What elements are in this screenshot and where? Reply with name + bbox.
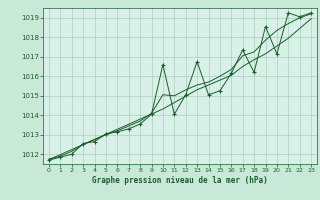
X-axis label: Graphe pression niveau de la mer (hPa): Graphe pression niveau de la mer (hPa) xyxy=(92,176,268,185)
